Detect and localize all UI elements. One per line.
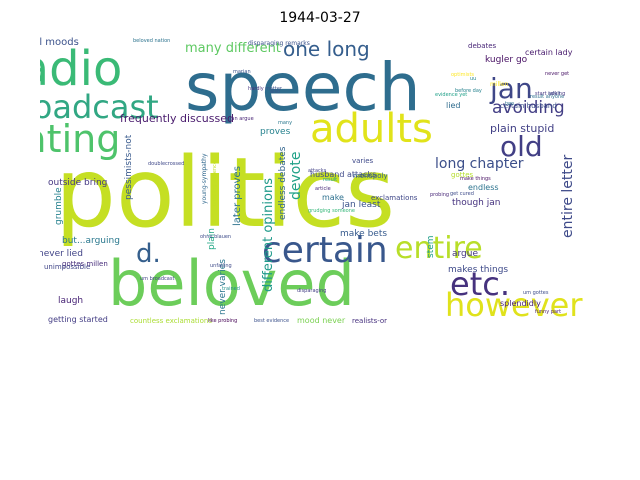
- cloud-word: probing: [430, 192, 449, 198]
- cloud-word: endless: [468, 183, 499, 192]
- cloud-word: mood never: [297, 316, 346, 325]
- cloud-word: though jan: [452, 198, 500, 208]
- cloud-word: young-sympathy: [201, 153, 208, 204]
- cloud-word: getting started: [48, 315, 108, 324]
- cloud-word: endless debates: [278, 146, 288, 220]
- cloud-word: marian: [233, 69, 251, 75]
- cloud-word: gottes: [451, 171, 474, 179]
- cloud-word: adults: [310, 106, 433, 152]
- cloud-word: varies: [352, 157, 374, 165]
- cloud-word: result: [323, 177, 337, 183]
- cloud-word: make: [322, 193, 344, 202]
- cloud-word: different opinions: [261, 178, 276, 292]
- cloud-word: plain stupid: [490, 122, 554, 135]
- cloud-word: ohne blauen: [200, 234, 231, 240]
- cloud-word: laugh: [58, 296, 83, 306]
- cloud-word: eating: [40, 117, 120, 161]
- cloud-word: matter: [265, 86, 283, 92]
- cloud-word: also: [270, 89, 280, 95]
- cloud-word: many different: [185, 41, 281, 56]
- cloud-word: disparaging: [297, 288, 326, 294]
- cloud-word: monopoly: [353, 172, 388, 180]
- page-title: 1944-03-27: [279, 10, 361, 26]
- cloud-word: devote: [288, 152, 304, 200]
- cloud-word: make bets: [340, 229, 387, 239]
- cloud-word: trained: [222, 286, 240, 292]
- cloud-word: jan: [489, 72, 533, 105]
- cloud-word: jan argue: [229, 116, 254, 122]
- cloud-word: one long: [283, 37, 370, 61]
- cloud-word: however: [445, 286, 583, 324]
- cloud-word: husband attacks: [310, 170, 376, 179]
- cloud-word: old: [500, 130, 543, 163]
- cloud-word: argue: [452, 249, 478, 259]
- cloud-word: long chapter: [435, 156, 524, 172]
- cloud-word: stem: [426, 235, 436, 258]
- cloud-word: two: [505, 101, 514, 107]
- cloud-word: makes things: [448, 265, 508, 275]
- cloud-word: later proves: [232, 166, 243, 226]
- cloud-word: plain: [207, 228, 217, 250]
- cloud-word: disparaging remarks: [248, 40, 310, 47]
- cloud-word: but...arguing: [62, 236, 120, 246]
- cloud-word: jan least: [341, 200, 381, 210]
- word-cloud: politics speech beloved radiobroadcasteatin…: [40, 35, 615, 332]
- cloud-word: countless exclamations: [130, 317, 212, 325]
- cloud-word: get cured: [450, 191, 474, 197]
- cloud-word: grumble: [54, 187, 64, 225]
- cloud-word: pessimists-not: [124, 134, 134, 200]
- cloud-word: um gottes: [523, 290, 549, 296]
- cloud-word: etc.: [450, 265, 510, 303]
- cloud-word: uu: [470, 76, 476, 82]
- cloud-word: exclamations: [371, 194, 418, 202]
- cloud-word: entire: [395, 231, 483, 266]
- cloud-word: best evidence: [254, 318, 289, 324]
- cloud-word: before day: [455, 88, 482, 94]
- cloud-word: splendidly: [500, 299, 541, 308]
- cloud-word: unfailing: [210, 263, 232, 269]
- cloud-word: make things: [460, 176, 491, 182]
- cloud-word: avoiding: [492, 98, 565, 118]
- cloud-word: proves: [260, 127, 291, 137]
- cloud-word: beloved nation: [133, 38, 170, 44]
- cloud-word: adult: [548, 91, 561, 97]
- cloud-word: entire letter: [560, 155, 576, 238]
- cloud-word: optimists: [451, 72, 474, 78]
- cloud-word: result anyone: [530, 94, 564, 100]
- cloud-word: never lied: [40, 249, 83, 259]
- cloud-word: d.: [136, 239, 161, 269]
- cloud-word: evidence yet: [435, 92, 467, 98]
- cloud-word: funny part: [535, 309, 561, 315]
- cloud-word: debates: [468, 42, 497, 50]
- cloud-word: outside bring: [48, 178, 107, 188]
- cloud-word: frequently discussed: [120, 112, 234, 125]
- cloud-word: um broadcast: [140, 276, 174, 282]
- cloud-word: hardly: [248, 86, 264, 92]
- cloud-word: lied: [446, 101, 460, 110]
- cloud-word: many: [278, 120, 292, 126]
- cloud-word: realists-or: [352, 317, 387, 325]
- cloud-word: article: [315, 186, 331, 192]
- cloud-word: politics: [55, 137, 395, 249]
- cloud-word: speech: [185, 49, 421, 126]
- cloud-word: like probing: [208, 318, 237, 324]
- cloud-word: unimpossible: [44, 263, 90, 271]
- cloud-word: broadcast: [40, 88, 159, 126]
- cloud-word: certain lady: [525, 48, 573, 57]
- cloud-word: gottes millen: [62, 260, 108, 268]
- cloud-word: start talking: [535, 91, 565, 97]
- cloud-word: doublecrossed: [148, 161, 184, 167]
- cloud-word: millen: [490, 81, 509, 88]
- cloud-word: attacks: [308, 168, 327, 174]
- cloud-word: unfailing patience: [212, 161, 218, 206]
- cloud-word: political moods: [40, 37, 79, 48]
- cloud-word: beloved: [108, 247, 355, 320]
- cloud-word: never get: [545, 71, 569, 77]
- cloud-word: never varies: [218, 259, 228, 315]
- cloud-word: radio: [40, 41, 122, 97]
- cloud-word: grudging someone: [308, 208, 355, 214]
- cloud-word: kugler go: [485, 55, 528, 65]
- cloud-word: certain husband: [500, 102, 557, 110]
- cloud-word: certain: [262, 230, 388, 271]
